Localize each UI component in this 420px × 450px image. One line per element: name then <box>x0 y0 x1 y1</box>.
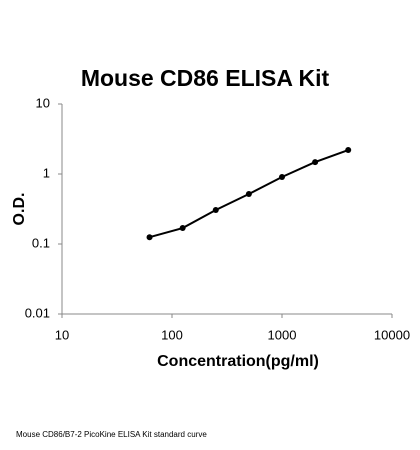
point <box>245 190 252 197</box>
point <box>345 147 352 154</box>
x-tick-label: 1000 <box>268 327 297 342</box>
chart-title: Mouse CD86 ELISA Kit <box>81 65 330 91</box>
x-axis-label: Concentration(pg/ml) <box>157 353 319 370</box>
y-axis-label: O.D. <box>11 193 28 226</box>
y-tick-label: 10 <box>36 95 50 110</box>
y-tick-label: 0.01 <box>25 305 50 320</box>
point <box>212 206 219 213</box>
point <box>179 225 186 232</box>
y-tick-label: 0.1 <box>32 235 50 250</box>
y-tick-label: 1 <box>43 165 50 180</box>
point <box>146 234 153 241</box>
x-tick-label: 10000 <box>374 327 410 342</box>
caption: Mouse CD86/B7-2 PicoKine ELISA Kit stand… <box>16 430 207 439</box>
x-tick-label: 10 <box>55 327 69 342</box>
x-tick-label: 100 <box>161 327 183 342</box>
point <box>312 159 319 166</box>
point <box>279 174 285 181</box>
